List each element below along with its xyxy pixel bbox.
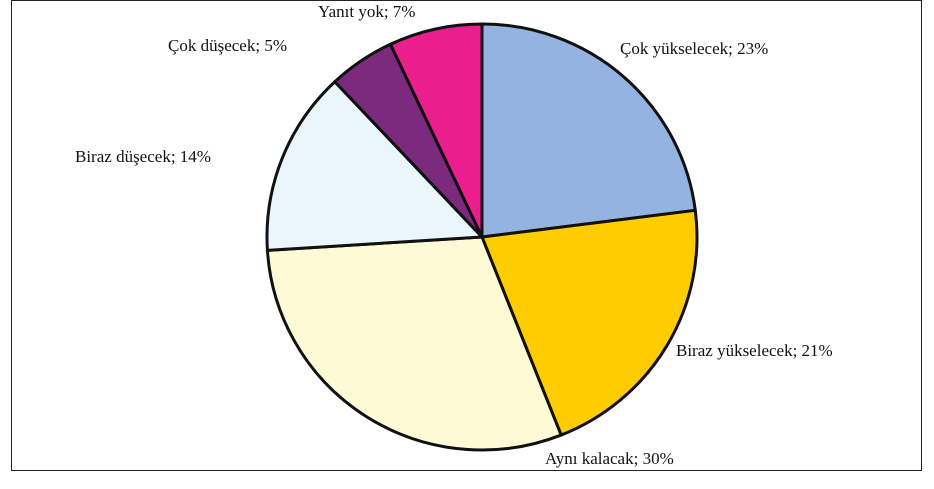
slice-label: Yanıt yok; 7% — [318, 2, 415, 21]
pie-slice — [388, 22, 484, 239]
slice-label: Çok yükselecek; 23% — [620, 39, 768, 58]
slice-label: Biraz yükselecek; 21% — [676, 341, 833, 360]
slice-label: Biraz düşecek; 14% — [75, 147, 211, 166]
slice-label: Çok düşecek; 5% — [168, 36, 287, 55]
pie-slice — [480, 22, 697, 239]
pie-slice — [265, 235, 563, 452]
pie-slice — [480, 208, 699, 437]
slice-label: Aynı kalacak; 30% — [545, 449, 674, 468]
pie-slice — [265, 80, 484, 252]
